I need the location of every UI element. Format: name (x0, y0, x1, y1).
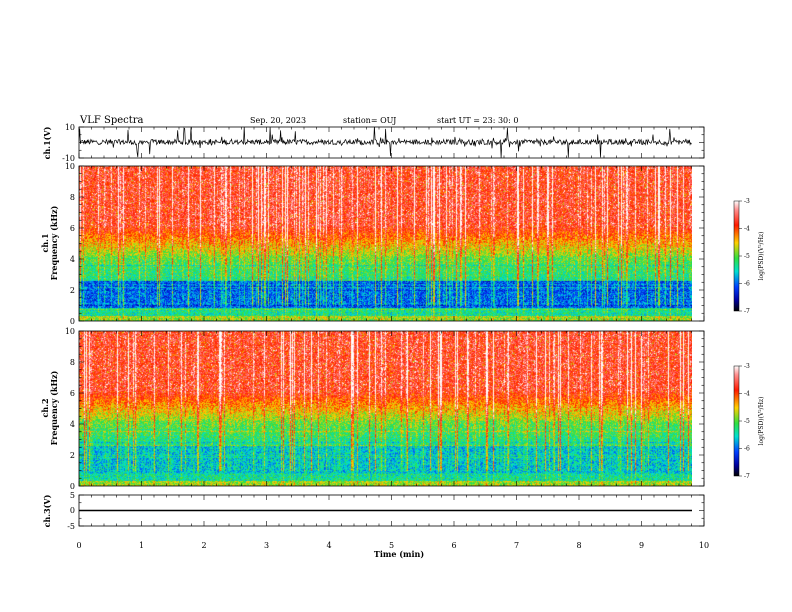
ch1-spectrogram-ytick-label-0: 0 (70, 317, 75, 326)
ch1-spectrogram-ytick-label-10: 10 (65, 162, 75, 171)
header-station: station= OUJ (343, 116, 396, 125)
x-tick-label-7: 7 (514, 541, 519, 550)
ch1-spectrogram-ytick-label-2: 2 (70, 286, 75, 295)
x-axis-tick-labels: 0 1 2 3 4 5 6 7 8 9 10 (76, 541, 709, 550)
colorbar-ch2-tick-label--3: -3 (744, 363, 750, 370)
ch1-spectrogram-ytick-label-6: 6 (70, 224, 75, 233)
x-tick-label-0: 0 (76, 541, 81, 550)
colorbar-ch1-label: log(PSD)(V²/Hz) (758, 232, 765, 281)
header-date: Sep. 20, 2023 (250, 116, 306, 125)
colorbar-ch1-tick-label--6: -6 (744, 281, 750, 288)
ch1-spectrogram-ylabel-top: ch.1 (40, 233, 50, 252)
x-tick-label-5: 5 (389, 541, 394, 550)
ch3-ytick-top: 5 (70, 491, 75, 500)
x-axis-label: Time (min) (374, 549, 424, 559)
colorbar-ch2-tick-label--5: -5 (744, 418, 750, 425)
colorbar-ch1-tick-label--3: -3 (744, 198, 750, 205)
ch2-spectrogram-ylabel-top: ch.2 (40, 398, 50, 417)
ch1-ytick-bottom: -10 (62, 154, 75, 163)
ch2-spectrogram-ytick-label-10: 10 (65, 327, 75, 336)
x-tick-label-2: 2 (201, 541, 206, 550)
colorbar-ch1-tick-label--5: -5 (744, 253, 750, 260)
panel-ch3-waveform: 5 0 -5 ch.3(V) (42, 491, 705, 531)
ch1-ytick-top: 10 (65, 123, 75, 132)
figure-title: VLF Spectra (79, 115, 144, 126)
ch2-spectrogram-ytick-label-8: 8 (70, 358, 75, 367)
ch1-waveform-line (79, 127, 692, 158)
ch1-ylabel: ch.1(V) (42, 126, 52, 159)
panel-ch1-spectrogram: 0 2 4 6 8 10 ch.1 Frequency (kHz) (40, 162, 705, 326)
ch1-spectrogram-ytick-label-4: 4 (70, 255, 75, 264)
ch3-ylabel: ch.3(V) (42, 494, 52, 527)
panel-ch2-spectrogram: 0 2 4 6 8 10 ch.2 Frequency (kHz) (40, 327, 705, 491)
ch1-spectrogram-ylabel-bottom: Frequency (kHz) (49, 205, 59, 280)
colorbar-ch1-tick-label--4: -4 (744, 226, 750, 233)
colorbar-ch2-tick-label--7: -7 (744, 473, 750, 480)
colorbar-ch2-tick-label--4: -4 (744, 391, 750, 398)
colorbar-ch1-tick-label--7: -7 (744, 308, 750, 315)
x-tick-label-6: 6 (451, 541, 456, 550)
x-tick-label-1: 1 (139, 541, 144, 550)
ch3-ytick-bottom: -5 (67, 522, 75, 531)
ch2-spectrogram-ytick-label-2: 2 (70, 451, 75, 460)
x-tick-label-8: 8 (576, 541, 581, 550)
ch1-spectrogram-heatmap (79, 166, 692, 321)
ch2-spectrogram-ytick-label-4: 4 (70, 420, 75, 429)
colorbar-ch2-label: log(PSD)(V²/Hz) (758, 397, 765, 446)
header-start-time: start UT = 23: 30: 0 (437, 116, 518, 125)
ch3-ytick-mid: 0 (70, 506, 75, 515)
ch2-spectrogram-ylabel-bottom: Frequency (kHz) (49, 370, 59, 445)
ch2-spectrogram-ytick-label-0: 0 (70, 482, 75, 491)
ch1-spectrogram-ytick-label-8: 8 (70, 193, 75, 202)
x-tick-label-10: 10 (699, 541, 709, 550)
x-tick-label-3: 3 (264, 541, 269, 550)
panel-ch1-waveform: 10 -10 ch.1(V) (42, 123, 705, 163)
colorbar-ch2: -3 -4 -5 -6 -7 log(PSD)(V²/Hz) (733, 363, 765, 480)
colorbar-ch1: -3 -4 -5 -6 -7 log(PSD)(V²/Hz) (733, 198, 765, 315)
x-tick-label-4: 4 (326, 541, 331, 550)
colorbar-ch2-tick-label--6: -6 (744, 446, 750, 453)
x-tick-label-9: 9 (639, 541, 644, 550)
ch2-spectrogram-heatmap (79, 331, 692, 486)
ch2-spectrogram-ytick-label-6: 6 (70, 389, 75, 398)
